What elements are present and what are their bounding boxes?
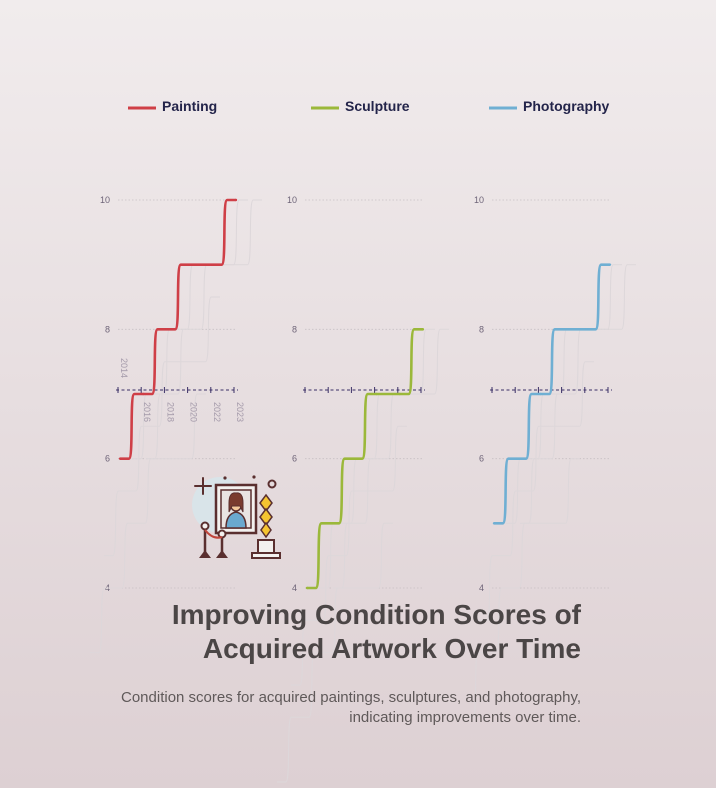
panel-photography: 4 6 8 10 xyxy=(463,195,636,718)
data-point xyxy=(375,392,378,396)
data-point xyxy=(188,263,191,266)
y-tick-label: 4 xyxy=(479,583,484,593)
x-tick-label: 2018 xyxy=(165,402,175,422)
series-line-painting xyxy=(119,198,236,460)
x-tick-label: 2023 xyxy=(235,402,245,422)
y-tick-label: 6 xyxy=(479,454,484,464)
ghost-line xyxy=(145,199,262,460)
data-point xyxy=(562,328,565,331)
chart-title: Improving Condition Scores of Acquired A… xyxy=(171,599,581,664)
ghost-line xyxy=(333,328,449,589)
ghost-line xyxy=(89,393,206,654)
ghost-line xyxy=(277,522,393,783)
artwork-illustration-icon xyxy=(192,475,281,559)
legend-label: Painting xyxy=(162,98,217,114)
panel-sculpture: 4 6 8 10 xyxy=(277,195,449,783)
chart-subtitle: Condition scores for acquired paintings,… xyxy=(121,689,581,726)
y-tick-label: 10 xyxy=(100,195,110,205)
data-point xyxy=(118,457,122,460)
data-point xyxy=(421,328,425,331)
data-point xyxy=(352,457,355,460)
y-tick-label: 6 xyxy=(105,454,110,464)
data-point xyxy=(585,328,588,331)
data-point xyxy=(305,586,309,590)
data-point xyxy=(165,328,168,331)
y-tick-label: 6 xyxy=(292,454,297,464)
y-tick-label: 8 xyxy=(479,324,484,334)
y-tick-label: 4 xyxy=(292,583,297,593)
ghost-line xyxy=(463,458,580,718)
legend-label: Sculpture xyxy=(345,98,410,114)
data-point xyxy=(142,392,145,396)
x-tick-label: 2014 xyxy=(119,358,129,378)
x-tick-label: 2022 xyxy=(212,402,222,422)
ghost-line xyxy=(519,264,636,524)
data-point xyxy=(211,263,214,266)
ghost-line xyxy=(291,425,407,686)
series-line-sculpture xyxy=(307,328,423,590)
x-tick-label: 2016 xyxy=(142,402,152,422)
data-point xyxy=(492,522,496,525)
data-point xyxy=(539,392,542,396)
series-line-photography xyxy=(493,263,610,525)
x-tick-label: 2020 xyxy=(189,402,199,422)
y-tick-label: 8 xyxy=(105,324,110,334)
data-point xyxy=(234,198,238,202)
y-tick-label: 10 xyxy=(474,195,484,205)
ghost-line xyxy=(103,296,220,557)
data-point xyxy=(608,263,612,266)
legend-label: Photography xyxy=(523,98,610,114)
legend-item-photography: Photography xyxy=(489,98,610,114)
legend: Painting Sculpture Photography xyxy=(128,98,610,114)
legend-item-painting: Painting xyxy=(128,98,217,114)
legend-item-sculpture: Sculpture xyxy=(311,98,410,114)
data-point xyxy=(516,457,519,460)
data-point xyxy=(329,522,332,525)
y-tick-label: 10 xyxy=(287,195,297,205)
ghost-line xyxy=(477,361,594,621)
data-point xyxy=(398,392,401,396)
y-tick-label: 8 xyxy=(292,324,297,334)
